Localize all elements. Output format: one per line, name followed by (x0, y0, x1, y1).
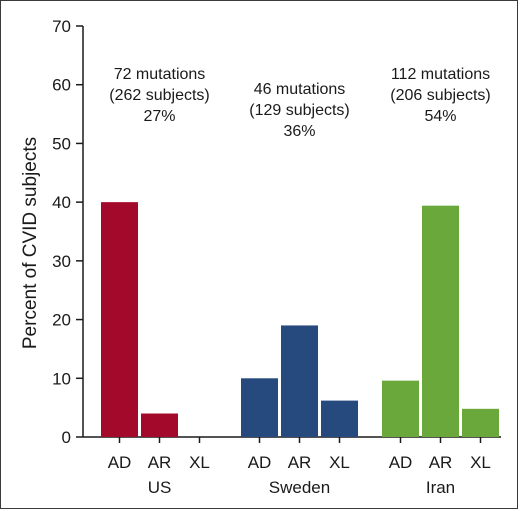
x-tick-label: AR (148, 453, 172, 472)
bar-sweden-xl (321, 400, 358, 437)
bar-us-ar (141, 413, 178, 437)
bar-us-ad (101, 202, 138, 437)
x-tick-label: AD (108, 453, 132, 472)
x-tick-label: XL (189, 453, 210, 472)
group-annotation: 72 mutations (114, 66, 206, 83)
group-annotation: 27% (143, 108, 175, 125)
y-tick-label: 50 (52, 134, 71, 153)
group-annotation: (262 subjects) (109, 87, 210, 104)
group-annotation: (129 subjects) (249, 102, 350, 119)
group-label: US (148, 478, 172, 497)
y-tick-label: 60 (52, 76, 71, 95)
bar-sweden-ar (281, 325, 318, 437)
x-tick-label: AD (248, 453, 272, 472)
x-tick-label: XL (329, 453, 350, 472)
bar-sweden-ad (241, 378, 278, 437)
group-label: Iran (426, 478, 455, 497)
y-axis-label: Percent of CVID subjects (20, 137, 41, 349)
bar-iran-ad (382, 380, 419, 437)
group-annotation: (206 subjects) (390, 87, 491, 104)
y-tick-label: 0 (62, 428, 71, 447)
x-tick-label: AR (288, 453, 312, 472)
group-annotation: 46 mutations (254, 81, 346, 98)
x-tick-label: XL (470, 453, 491, 472)
y-tick-label: 70 (52, 17, 71, 36)
bar-iran-ar (422, 205, 459, 437)
x-tick-label: AR (429, 453, 453, 472)
y-tick-label: 10 (52, 369, 71, 388)
y-tick-label: 20 (52, 311, 71, 330)
y-tick-label: 30 (52, 252, 71, 271)
x-tick-label: AD (389, 453, 413, 472)
bar-iran-xl (462, 408, 499, 437)
group-label: Sweden (269, 478, 330, 497)
group-annotation: 54% (424, 108, 456, 125)
group-annotation: 36% (283, 123, 315, 140)
y-tick-label: 40 (52, 193, 71, 212)
group-annotation: 112 mutations (391, 66, 490, 83)
